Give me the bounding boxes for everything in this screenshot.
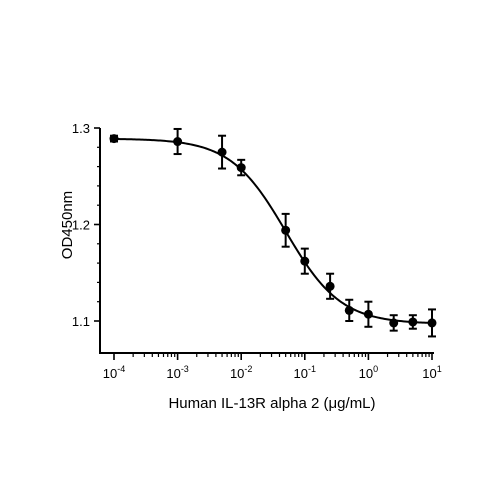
data-point [281, 225, 291, 235]
fit-curve-layer [113, 137, 433, 324]
y-axis-title: OD450nm [59, 191, 76, 259]
x-tick-label: 10-2 [230, 364, 252, 381]
data-point [300, 256, 310, 266]
x-tick-label: 10-1 [294, 364, 316, 381]
data-point [325, 281, 335, 291]
data-point [427, 318, 437, 328]
x-tick-label: 10-4 [103, 364, 125, 381]
x-tick-label: 100 [359, 364, 378, 381]
data-point [217, 147, 227, 157]
data-points-layer [109, 127, 437, 338]
axes: 1.1 1.2 1.3 10-4 10-3 10-2 10-1 100 101 [72, 121, 442, 381]
y-tick-label: 1.1 [72, 314, 90, 329]
data-point [109, 134, 119, 144]
x-axis-title: Human IL-13R alpha 2 (μg/mL) [168, 395, 375, 412]
data-point [173, 137, 183, 147]
x-tick-label: 101 [422, 364, 441, 381]
data-point [389, 318, 399, 328]
data-point [344, 305, 354, 315]
y-tick-label: 1.2 [72, 218, 90, 233]
data-point [236, 163, 246, 173]
data-point [408, 317, 418, 327]
y-tick-label: 1.3 [72, 121, 90, 136]
fit-curve [113, 137, 433, 324]
x-tick-label: 10-3 [166, 364, 188, 381]
data-point [363, 309, 373, 319]
